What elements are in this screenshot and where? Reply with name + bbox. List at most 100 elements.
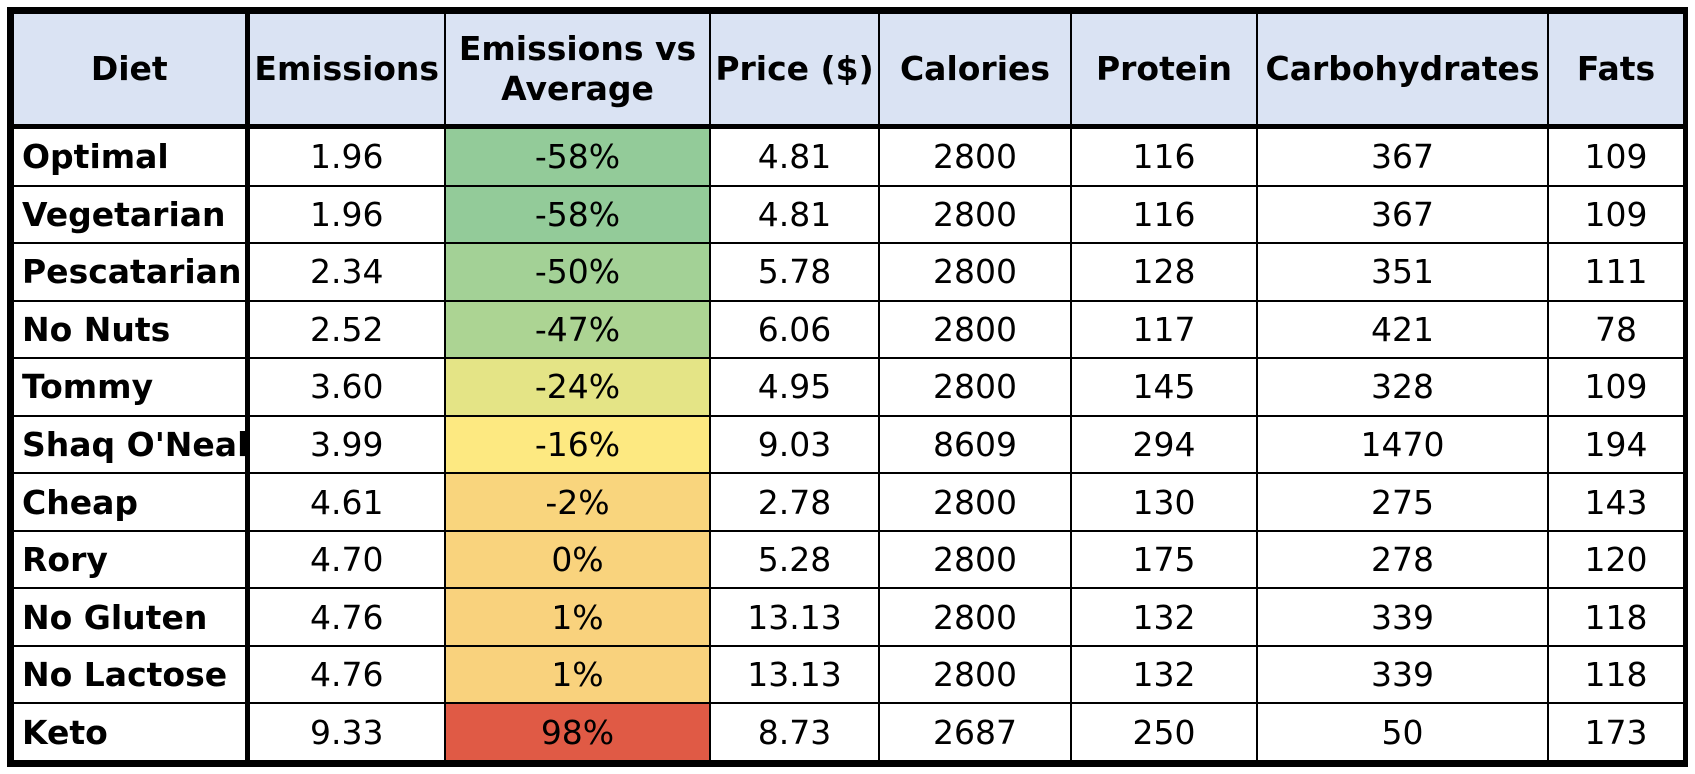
cell-diet: Cheap — [12, 472, 250, 532]
cell-calories: 2800 — [878, 242, 1072, 302]
cell-emissions: 4.70 — [246, 529, 446, 590]
cell-carbohydrates: 351 — [1256, 242, 1549, 302]
cell-carbohydrates: 275 — [1256, 472, 1549, 532]
cell-diet: Shaq O'Neal — [12, 414, 250, 475]
table-row: No Lactose 4.76 1% 13.13 2800 132 339 118 — [12, 644, 1685, 705]
diet-comparison-table: Diet Emissions Emissions vs Average Pric… — [7, 7, 1688, 767]
table-row: Shaq O'Neal 3.99 -16% 9.03 8609 294 1470 194 — [12, 414, 1685, 475]
cell-emissions: 1.96 — [246, 184, 446, 245]
cell-emissions-vs-average: -50% — [444, 242, 711, 302]
cell-protein: 250 — [1070, 702, 1258, 762]
cell-fats: 173 — [1547, 702, 1685, 762]
cell-calories: 2800 — [878, 644, 1072, 705]
header-emissions-vs-average: Emissions vs Average — [444, 12, 711, 129]
cell-fats: 118 — [1547, 587, 1685, 647]
cell-carbohydrates: 339 — [1256, 587, 1549, 647]
cell-diet: Pescatarian — [12, 242, 250, 302]
header-emissions: Emissions — [246, 12, 446, 129]
cell-diet: Keto — [12, 702, 250, 762]
cell-emissions-vs-average: -16% — [444, 414, 711, 475]
cell-diet: Rory — [12, 529, 250, 590]
cell-emissions-vs-average: 98% — [444, 702, 711, 762]
cell-protein: 128 — [1070, 242, 1258, 302]
cell-emissions-vs-average: 0% — [444, 529, 711, 590]
table-row: Cheap 4.61 -2% 2.78 2800 130 275 143 — [12, 472, 1685, 532]
cell-fats: 109 — [1547, 125, 1685, 187]
cell-carbohydrates: 328 — [1256, 357, 1549, 417]
header-carbohydrates: Carbohydrates — [1256, 12, 1549, 129]
table-header: Diet Emissions Emissions vs Average Pric… — [12, 12, 1685, 129]
cell-diet: No Gluten — [12, 587, 250, 647]
cell-protein: 294 — [1070, 414, 1258, 475]
cell-emissions: 3.60 — [246, 357, 446, 417]
cell-protein: 116 — [1070, 184, 1258, 245]
cell-fats: 143 — [1547, 472, 1685, 532]
cell-fats: 194 — [1547, 414, 1685, 475]
cell-price: 4.95 — [709, 357, 880, 417]
cell-emissions: 1.96 — [246, 125, 446, 187]
cell-emissions-vs-average: 1% — [444, 587, 711, 647]
cell-protein: 145 — [1070, 357, 1258, 417]
cell-protein: 117 — [1070, 299, 1258, 360]
cell-fats: 78 — [1547, 299, 1685, 360]
header-fats: Fats — [1547, 12, 1685, 129]
cell-calories: 2687 — [878, 702, 1072, 762]
table-row: No Gluten 4.76 1% 13.13 2800 132 339 118 — [12, 587, 1685, 647]
cell-carbohydrates: 50 — [1256, 702, 1549, 762]
cell-emissions: 2.52 — [246, 299, 446, 360]
cell-diet: No Nuts — [12, 299, 250, 360]
cell-calories: 2800 — [878, 184, 1072, 245]
header-diet: Diet — [12, 12, 250, 129]
cell-protein: 175 — [1070, 529, 1258, 590]
header-calories: Calories — [878, 12, 1072, 129]
cell-fats: 120 — [1547, 529, 1685, 590]
cell-emissions-vs-average: -47% — [444, 299, 711, 360]
cell-carbohydrates: 1470 — [1256, 414, 1549, 475]
cell-diet: Optimal — [12, 125, 250, 187]
cell-calories: 2800 — [878, 587, 1072, 647]
table-row: Pescatarian 2.34 -50% 5.78 2800 128 351 111 — [12, 242, 1685, 302]
cell-carbohydrates: 367 — [1256, 184, 1549, 245]
cell-diet: No Lactose — [12, 644, 250, 705]
cell-emissions: 9.33 — [246, 702, 446, 762]
cell-fats: 111 — [1547, 242, 1685, 302]
cell-calories: 2800 — [878, 299, 1072, 360]
table-row: Rory 4.70 0% 5.28 2800 175 278 120 — [12, 529, 1685, 590]
cell-calories: 2800 — [878, 357, 1072, 417]
cell-fats: 109 — [1547, 357, 1685, 417]
cell-price: 4.81 — [709, 184, 880, 245]
header-row: Diet Emissions Emissions vs Average Pric… — [12, 12, 1685, 129]
cell-carbohydrates: 339 — [1256, 644, 1549, 705]
cell-emissions-vs-average: -24% — [444, 357, 711, 417]
cell-emissions: 3.99 — [246, 414, 446, 475]
cell-diet: Vegetarian — [12, 184, 250, 245]
header-protein: Protein — [1070, 12, 1258, 129]
cell-protein: 116 — [1070, 125, 1258, 187]
data-table: Diet Emissions Emissions vs Average Pric… — [12, 12, 1685, 762]
table-row: Keto 9.33 98% 8.73 2687 250 50 173 — [12, 702, 1685, 762]
cell-carbohydrates: 421 — [1256, 299, 1549, 360]
cell-emissions-vs-average: -2% — [444, 472, 711, 532]
cell-fats: 118 — [1547, 644, 1685, 705]
cell-carbohydrates: 367 — [1256, 125, 1549, 187]
cell-price: 13.13 — [709, 644, 880, 705]
table-body: Optimal 1.96 -58% 4.81 2800 116 367 109 Vegetari… — [12, 125, 1685, 762]
cell-emissions: 2.34 — [246, 242, 446, 302]
cell-calories: 2800 — [878, 125, 1072, 187]
table-row: No Nuts 2.52 -47% 6.06 2800 117 421 78 — [12, 299, 1685, 360]
cell-emissions: 4.76 — [246, 644, 446, 705]
cell-calories: 8609 — [878, 414, 1072, 475]
cell-price: 4.81 — [709, 125, 880, 187]
cell-price: 9.03 — [709, 414, 880, 475]
cell-emissions: 4.61 — [246, 472, 446, 532]
cell-price: 6.06 — [709, 299, 880, 360]
cell-emissions-vs-average: 1% — [444, 644, 711, 705]
cell-protein: 132 — [1070, 587, 1258, 647]
cell-calories: 2800 — [878, 472, 1072, 532]
cell-price: 5.78 — [709, 242, 880, 302]
cell-calories: 2800 — [878, 529, 1072, 590]
cell-emissions-vs-average: -58% — [444, 125, 711, 187]
cell-diet: Tommy — [12, 357, 250, 417]
table-row: Optimal 1.96 -58% 4.81 2800 116 367 109 — [12, 125, 1685, 187]
cell-protein: 132 — [1070, 644, 1258, 705]
